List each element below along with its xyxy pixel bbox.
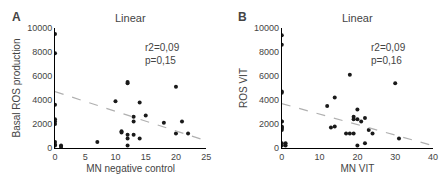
svg-text:40: 40 [428,152,438,162]
svg-text:0: 0 [52,152,57,162]
svg-text:20: 20 [352,152,362,162]
svg-text:10000: 10000 [254,23,279,33]
svg-text:10000: 10000 [27,23,52,33]
svg-text:30: 30 [390,152,400,162]
svg-text:B: B [238,10,247,24]
svg-text:A: A [12,10,21,24]
svg-text:4000: 4000 [32,95,52,105]
svg-text:MN negative control: MN negative control [86,163,175,174]
svg-text:0: 0 [47,143,52,153]
svg-text:10: 10 [315,152,325,162]
svg-text:15: 15 [141,152,151,162]
svg-text:2000: 2000 [32,119,52,129]
svg-text:8000: 8000 [32,47,52,57]
svg-text:2000: 2000 [259,119,279,129]
svg-text:4000: 4000 [259,95,279,105]
svg-text:0: 0 [279,152,284,162]
svg-text:20: 20 [171,152,181,162]
svg-text:Basal ROS production: Basal ROS production [11,39,22,138]
svg-text:Linear: Linear [342,12,373,24]
svg-text:0: 0 [274,143,279,153]
svg-text:10: 10 [110,152,120,162]
svg-text:5: 5 [83,152,88,162]
svg-text:25: 25 [201,152,211,162]
svg-text:ROS VIT: ROS VIT [238,68,249,108]
svg-text:8000: 8000 [259,47,279,57]
svg-text:6000: 6000 [32,71,52,81]
svg-text:Linear: Linear [115,12,146,24]
svg-text:r2=0,09p=0,16: r2=0,09p=0,16 [371,42,406,66]
svg-text:MN VIT: MN VIT [340,163,374,174]
svg-text:6000: 6000 [259,71,279,81]
svg-text:r2=0,09p=0,15: r2=0,09p=0,15 [145,42,180,66]
